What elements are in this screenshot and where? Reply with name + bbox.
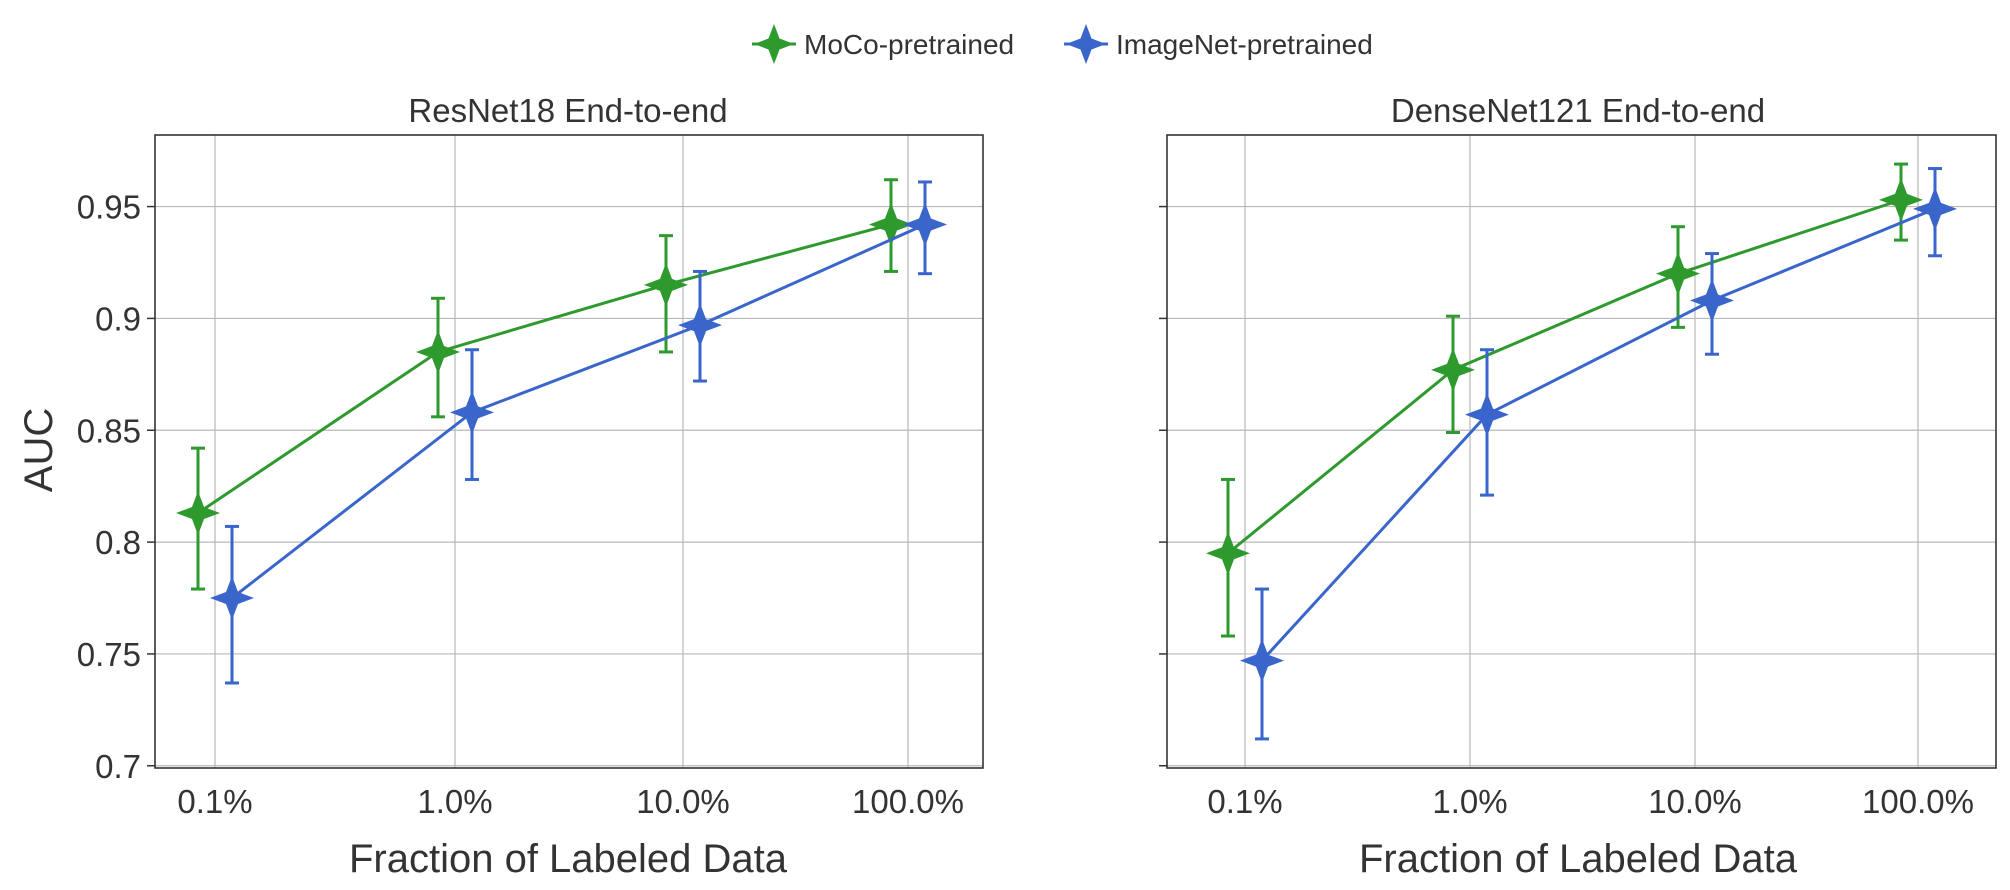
legend-item-imagenet: ImageNet-pretrained <box>1064 24 1373 64</box>
legend-label-moco: MoCo-pretrained <box>804 29 1014 60</box>
panel-title-densenet121: DenseNet121 End-to-end <box>1391 92 1765 129</box>
legend-marker-moco <box>754 24 794 64</box>
x-tick-label: 10.0% <box>636 783 730 820</box>
x-tick-label: 0.1% <box>1207 783 1282 820</box>
y-tick-label: 0.75 <box>77 636 141 673</box>
x-axis-label-densenet121: Fraction of Labeled Data <box>1359 837 1798 881</box>
x-tick-label: 0.1% <box>177 783 252 820</box>
data-point-marker <box>1690 278 1734 323</box>
x-tick-label: 100.0% <box>852 783 964 820</box>
series-moco <box>1206 162 1923 638</box>
y-tick-label: 0.8 <box>95 524 141 561</box>
legend-marker-imagenet <box>1066 24 1106 64</box>
y-axis-label: AUC <box>17 408 61 492</box>
gridlines <box>147 134 984 769</box>
data-point-marker <box>903 202 947 247</box>
series-line <box>1260 207 1936 662</box>
y-tick-label: 0.9 <box>95 300 141 337</box>
data-point-marker <box>450 390 494 435</box>
series-line <box>231 223 926 600</box>
y-tick-label: 0.85 <box>77 412 141 449</box>
plot-frame <box>154 134 984 769</box>
legend: MoCo-pretrained ImageNet-pretrained <box>752 24 1373 64</box>
x-tick-label: 100.0% <box>1862 783 1974 820</box>
plot-frame <box>1166 134 1997 769</box>
series-line <box>197 223 892 515</box>
data-point-marker <box>644 262 688 307</box>
x-axis-label-resnet18: Fraction of Labeled Data <box>349 837 788 881</box>
series-line <box>1227 198 1902 555</box>
data-point-marker <box>1431 347 1475 392</box>
data-point-marker <box>1240 638 1284 683</box>
panel-title-resnet18: ResNet18 End-to-end <box>408 92 727 129</box>
legend-item-moco: MoCo-pretrained <box>752 24 1014 64</box>
data-point-marker <box>1206 531 1250 576</box>
y-tick-label: 0.95 <box>77 189 141 226</box>
series-imagenet <box>210 180 947 685</box>
series-imagenet <box>1240 167 1957 741</box>
data-point-marker <box>869 202 913 247</box>
x-tick-label: 10.0% <box>1648 783 1742 820</box>
gridlines <box>1159 134 1997 769</box>
data-point-marker <box>416 329 460 374</box>
data-point-marker <box>210 576 254 621</box>
y-tick-label: 0.7 <box>95 748 141 785</box>
series-moco <box>176 178 913 591</box>
data-point-marker <box>1465 392 1509 437</box>
data-point-marker <box>1879 177 1923 222</box>
data-point-marker <box>678 303 722 348</box>
panel-resnet18: ResNet18 End-to-end AUC Fraction of Labe… <box>17 92 984 881</box>
data-point-marker <box>1913 186 1957 231</box>
x-tick-label: 1.0% <box>1432 783 1507 820</box>
data-point-marker <box>1656 251 1700 296</box>
panel-densenet121: DenseNet121 End-to-end Fraction of Label… <box>1159 92 1997 881</box>
x-tick-label: 1.0% <box>417 783 492 820</box>
legend-label-imagenet: ImageNet-pretrained <box>1116 29 1373 60</box>
data-point-marker <box>176 491 220 536</box>
